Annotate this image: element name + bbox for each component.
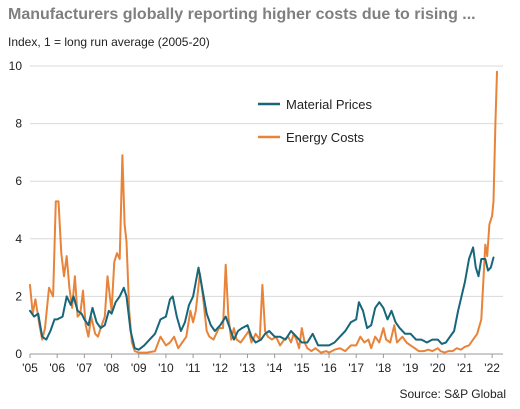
y-tick-label: 6 xyxy=(15,174,22,188)
x-tick-label: '13 xyxy=(240,361,256,375)
y-tick-label: 0 xyxy=(15,347,22,361)
x-axis-tick-labels: '05 '06 '07 '08 '09 '10 '11 '12 '13 '14 '15 '16 '17 '… xyxy=(22,354,500,375)
y-tick-label: 2 xyxy=(15,289,22,303)
series-line-energy-costs xyxy=(29,70,498,354)
x-tick-label: '22 xyxy=(484,361,500,375)
chart-subtitle: Index, 1 = long run average (2005-20) xyxy=(8,35,210,49)
x-tick-label: '19 xyxy=(403,361,419,375)
legend-label: Energy Costs xyxy=(286,130,365,145)
x-tick-label: '17 xyxy=(348,361,364,375)
x-tick-label: '10 xyxy=(158,361,174,375)
x-tick-label: '14 xyxy=(267,361,283,375)
x-tick-label: '15 xyxy=(294,361,310,375)
series-lines xyxy=(29,70,498,354)
x-tick-label: '16 xyxy=(321,361,337,375)
x-tick-label: '06 xyxy=(49,361,65,375)
y-axis-tick-labels: 0 2 4 6 8 10 xyxy=(9,59,23,361)
chart-title: Manufacturers globally reporting higher … xyxy=(8,6,476,23)
gridlines xyxy=(30,65,503,355)
x-tick-label: '21 xyxy=(457,361,473,375)
source-note: Source: S&P Global xyxy=(399,387,506,401)
x-tick-label: '07 xyxy=(77,361,93,375)
series-line-material-prices xyxy=(29,246,495,351)
y-tick-label: 8 xyxy=(15,117,22,131)
y-tick-label: 10 xyxy=(9,59,23,73)
legend: Material Prices Energy Costs xyxy=(258,97,372,145)
legend-label: Material Prices xyxy=(286,97,372,112)
x-tick-label: '09 xyxy=(131,361,147,375)
x-tick-label: '05 xyxy=(22,361,38,375)
x-tick-label: '08 xyxy=(104,361,120,375)
x-tick-label: '11 xyxy=(186,361,201,375)
x-tick-label: '20 xyxy=(430,361,446,375)
x-tick-label: '18 xyxy=(376,361,392,375)
y-tick-label: 4 xyxy=(15,232,22,246)
x-tick-label: '12 xyxy=(212,361,228,375)
